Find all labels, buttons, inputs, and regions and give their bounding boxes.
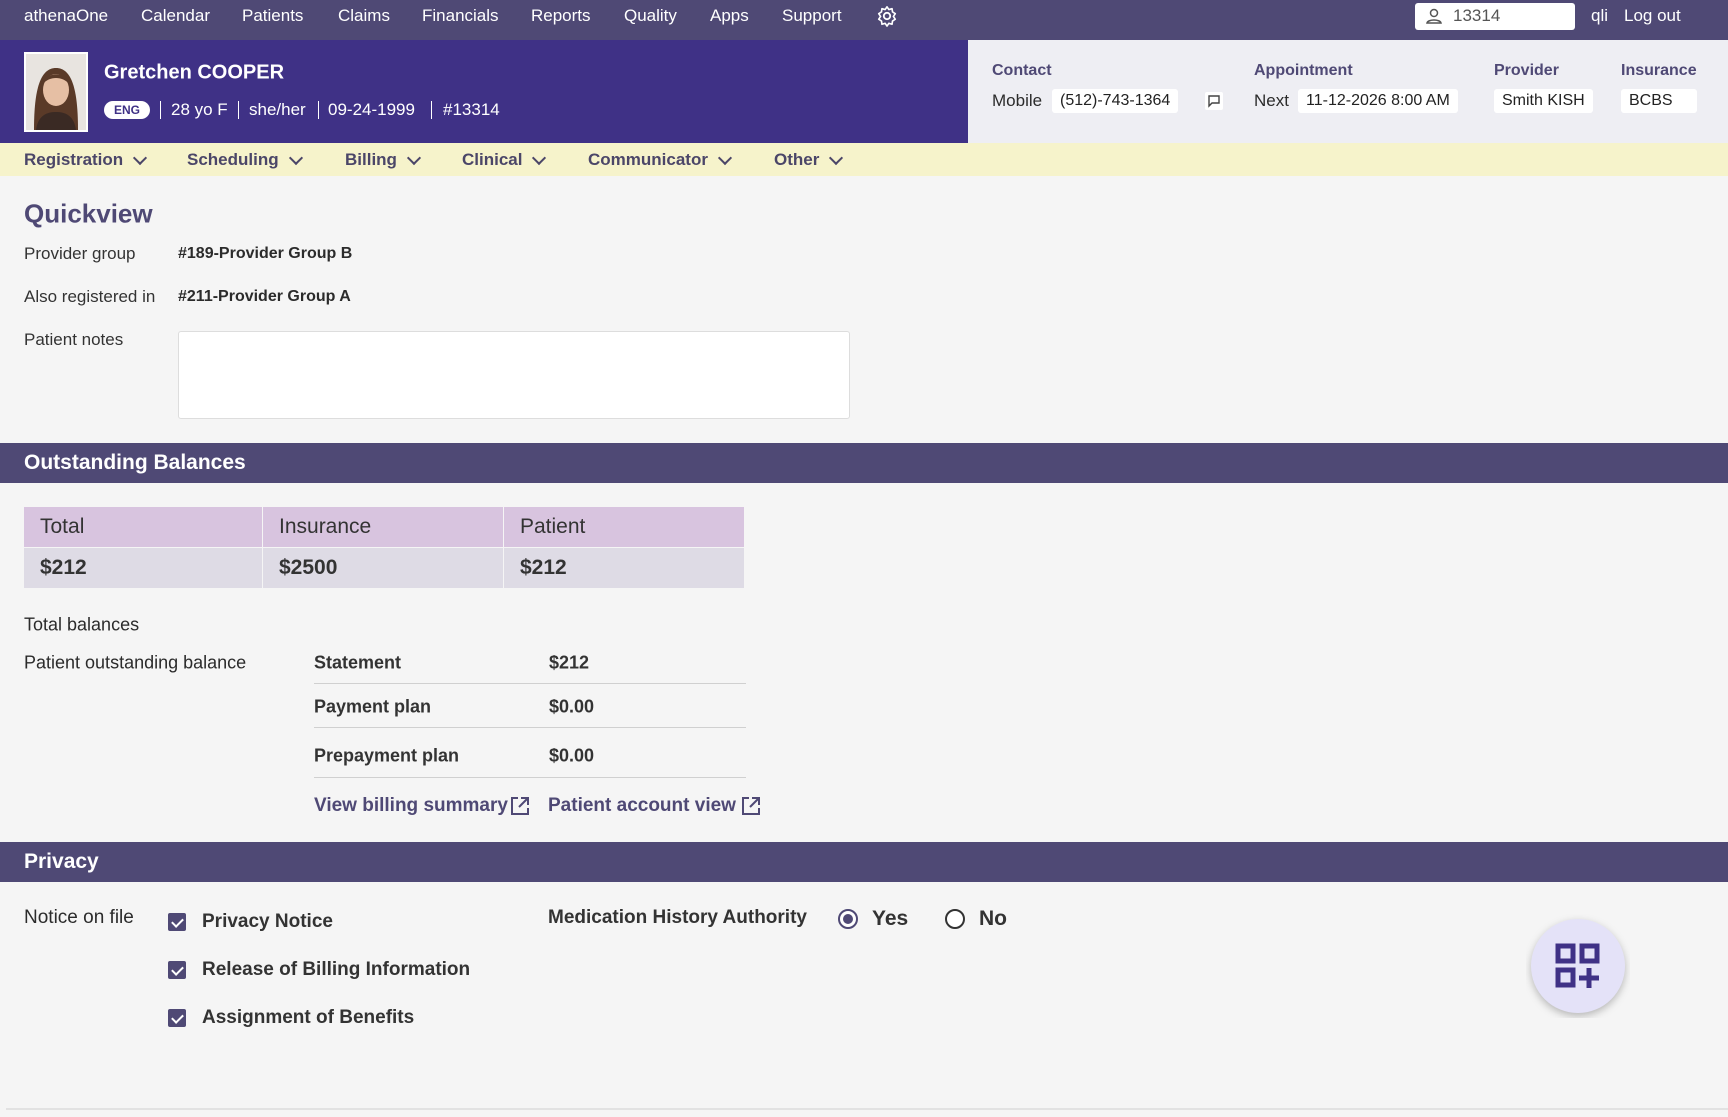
checkbox-checked[interactable] [168,913,186,931]
item-label: Statement [314,652,402,673]
bottom-rule [6,1108,1728,1110]
nav-item[interactable]: Calendar [141,6,210,25]
radio-selected[interactable] [837,908,859,930]
dob: 09-24-1999 [328,100,415,119]
section-title: Quickview [24,198,153,229]
patient-id: #13314 [443,100,500,119]
table-cell: $2500 [263,548,503,588]
patient-banner [0,40,968,143]
field-label: Total balances [24,614,140,635]
contact-type: Mobile [992,91,1043,110]
user-name: qli [1591,6,1609,25]
external-icon[interactable] [741,796,761,816]
link[interactable]: View billing summary [314,795,508,816]
tab[interactable]: Other [774,150,820,169]
checkbox-checked[interactable] [168,1009,186,1027]
section-title: Outstanding Balances [24,451,246,474]
notes-textarea[interactable] [178,331,850,419]
search-box[interactable] [1415,3,1575,30]
insurance-label: Insurance [1621,62,1697,79]
age-sex: 28 yo F [171,100,228,119]
checkbox-label[interactable]: Privacy Notice [202,911,333,932]
field-label: Provider group [24,244,136,263]
field-value: #189-Provider Group B [178,245,353,262]
item-value: $0.00 [549,696,595,717]
field-label: Patient notes [24,330,124,349]
nav-item[interactable]: Patients [242,6,304,25]
item-value: $0.00 [549,745,595,766]
provider-value: Smith KISH [1494,89,1593,113]
item-label: Prepayment plan [314,745,460,766]
field-value: #211-Provider Group A [178,288,351,305]
insurance-value: BCBS [1621,89,1697,113]
row-divider [314,683,746,684]
external-icon[interactable] [510,796,530,816]
tab[interactable]: Clinical [462,150,523,169]
settings-icon[interactable] [876,5,898,27]
tab-bar [0,143,1728,176]
phone: (512)-743-1364 [1052,89,1179,113]
link[interactable]: Patient account view [548,795,736,816]
field-label: Patient outstanding balance [24,652,247,673]
table-header-cell: Insurance [263,507,503,547]
appointment-label: Appointment [1254,62,1353,79]
appointment-value: 11-12-2026 8:00 AM [1298,89,1458,113]
appointment-type: Next [1254,91,1289,110]
language-badge: ENG [104,101,151,119]
nav-item[interactable]: Support [782,6,842,25]
nav-item[interactable]: Reports [531,6,591,25]
checkbox-label[interactable]: Release of Billing Information [202,959,471,980]
user-icon [1426,8,1442,24]
separator [318,101,319,119]
nav-item[interactable]: Claims [338,6,390,25]
row-divider [314,777,746,778]
section-title: Privacy [24,850,99,873]
tab[interactable]: Communicator [588,150,708,169]
nav-item[interactable]: Apps [710,6,749,25]
pronouns: she/her [249,100,306,119]
radio[interactable] [944,908,966,930]
table-header-cell: Patient [504,507,744,547]
separator [160,101,161,119]
item-label: Payment plan [314,696,432,717]
provider-label: Provider [1494,62,1559,79]
nav-item[interactable]: Financials [422,6,499,25]
item-value: $212 [549,652,590,673]
table-cell: $212 [504,548,744,588]
field-label: Notice on file [24,907,134,928]
row-divider [314,727,746,728]
tab[interactable]: Billing [345,150,397,169]
contact-label: Contact [992,62,1052,79]
section-header: Outstanding Balances [0,443,1728,483]
fab-button[interactable] [1526,914,1630,1018]
section-header: Privacy [0,842,1728,882]
tab[interactable]: Scheduling [187,150,279,169]
message-icon[interactable] [1204,91,1224,111]
separator [431,101,432,119]
patient-photo [24,52,88,132]
radio-label[interactable]: Yes [872,907,909,930]
tab[interactable]: Registration [24,150,124,169]
field-label: Medication History Authority [548,907,807,928]
nav-item[interactable]: athenaOne [24,6,109,25]
separator [238,101,239,119]
table-header-cell: Total [24,507,262,547]
search-value[interactable]: 13314 [1453,6,1501,25]
patient-name: Gretchen COOPER [104,61,285,84]
nav-item[interactable]: Quality [624,6,677,25]
checkbox-label[interactable]: Assignment of Benefits [202,1007,415,1028]
radio-label[interactable]: No [979,907,1007,930]
checkbox-checked[interactable] [168,961,186,979]
field-label: Also registered in [24,287,156,306]
table-cell: $212 [24,548,262,588]
logout[interactable]: Log out [1624,6,1681,25]
